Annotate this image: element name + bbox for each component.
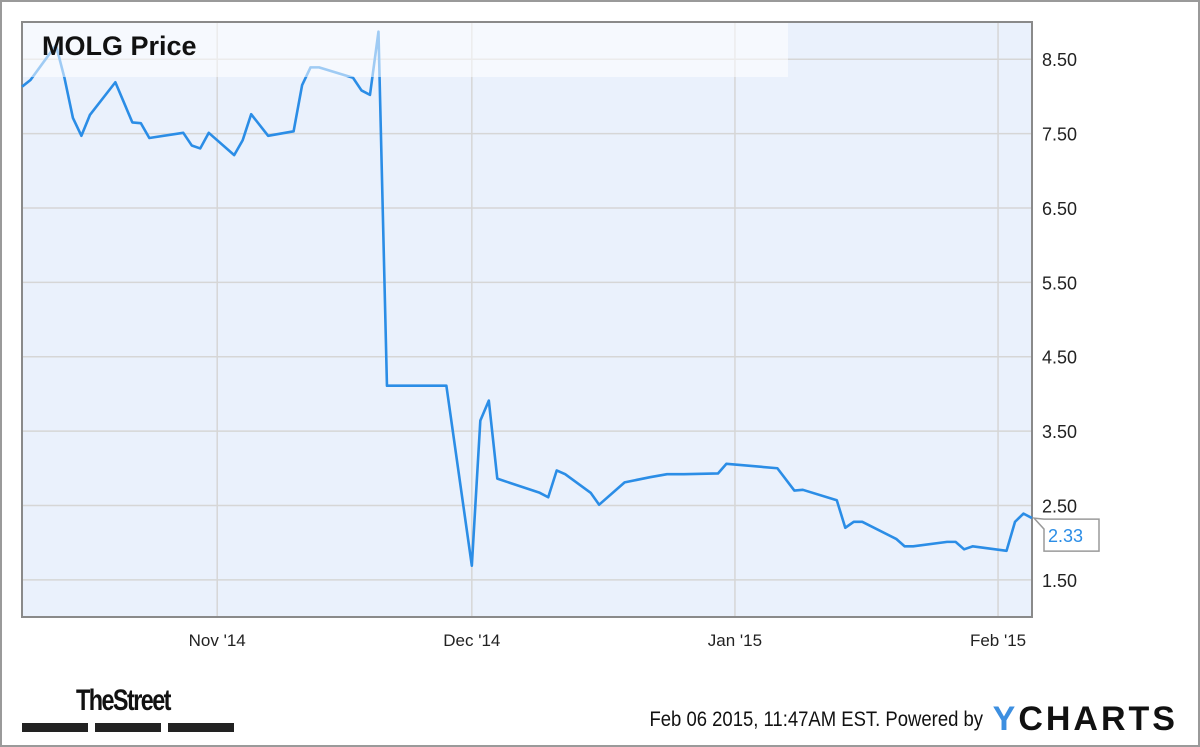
last-value-label: 2.33	[1048, 526, 1083, 546]
y-tick-label: 8.50	[1042, 50, 1077, 70]
y-tick-label: 7.50	[1042, 125, 1077, 145]
x-tick-label: Feb '15	[970, 631, 1026, 650]
y-tick-label: 2.50	[1042, 496, 1077, 516]
timestamp: Feb 06 2015, 11:47AM EST. Powered by	[649, 708, 983, 732]
callout-box	[1032, 517, 1100, 552]
chart-title: MOLG Price	[42, 31, 197, 61]
y-tick-label: 3.50	[1042, 422, 1077, 442]
last-value-callout: 2.33	[1032, 517, 1100, 552]
plot-border	[21, 21, 1033, 618]
y-tick-label: 6.50	[1042, 199, 1077, 219]
y-tick-label: 5.50	[1042, 273, 1077, 293]
ycharts-logo-rest: CHARTS	[1018, 700, 1178, 738]
x-tick-label: Jan '15	[708, 631, 762, 650]
x-tick-label: Dec '14	[443, 631, 500, 650]
footer: Feb 06 2015, 11:47AM EST. Powered by YCH…	[604, 700, 1178, 739]
powered-by-text: Powered by	[885, 707, 983, 731]
y-tick-label: 1.50	[1042, 571, 1077, 591]
ycharts-logo-y: Y	[992, 700, 1019, 738]
ycharts-logo[interactable]: YCHARTS	[993, 700, 1178, 739]
thestreet-logo-text: TheStreet	[76, 684, 171, 717]
timestamp-text: Feb 06 2015, 11:47AM EST.	[649, 707, 880, 731]
y-tick-label: 4.50	[1042, 348, 1077, 368]
title-band	[23, 23, 788, 77]
thestreet-logo-bars	[22, 723, 234, 732]
x-tick-label: Nov '14	[189, 631, 246, 650]
plot-area	[22, 22, 1032, 617]
